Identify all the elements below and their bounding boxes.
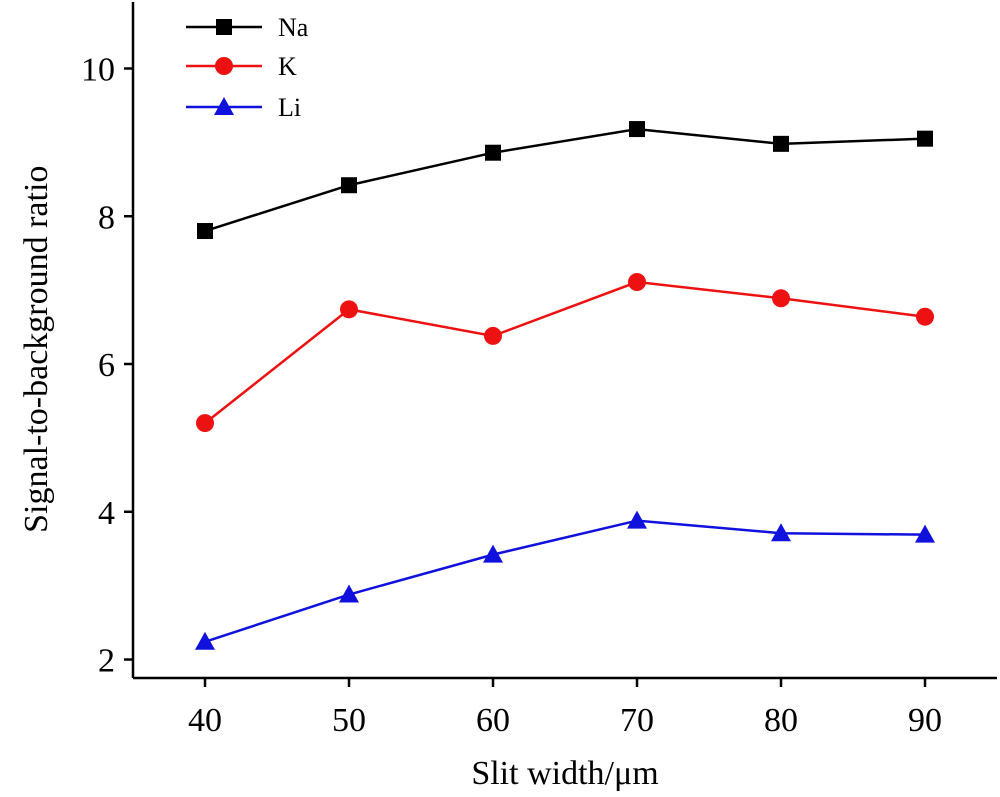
legend-marker-na	[216, 19, 232, 35]
y-tick-label: 4	[98, 495, 115, 532]
legend-item-na: Na	[186, 13, 309, 42]
y-tick-label: 8	[98, 199, 115, 236]
legend-label-li: Li	[278, 93, 301, 122]
data-point-na	[197, 223, 213, 240]
axes	[131, 2, 997, 680]
series-layer	[195, 121, 935, 650]
data-point-li	[195, 631, 215, 650]
y-tick-label: 6	[98, 347, 115, 384]
x-tick-label: 90	[908, 702, 942, 739]
data-point-na	[773, 135, 789, 152]
y-axis-label: Signal-to-background ratio	[18, 166, 55, 533]
data-point-k	[628, 273, 646, 292]
x-tick-label: 70	[620, 702, 654, 739]
data-point-na	[629, 121, 645, 138]
data-point-k	[484, 326, 502, 345]
data-point-k	[196, 414, 214, 433]
x-ticks: 40 50 60 70 80 90	[188, 678, 942, 739]
y-tick-label: 10	[81, 51, 115, 88]
data-point-na	[917, 130, 933, 147]
y-tick-label: 2	[98, 643, 115, 680]
series-k	[196, 273, 934, 433]
data-point-k	[916, 307, 934, 326]
series-line-li	[204, 519, 926, 643]
series-na	[197, 121, 933, 240]
legend-item-li: Li	[186, 93, 301, 122]
series-line-k	[204, 280, 926, 425]
legend-marker-k	[215, 57, 233, 75]
legend-item-k: K	[186, 52, 297, 81]
x-tick-label: 40	[188, 702, 222, 739]
x-tick-label: 60	[476, 702, 510, 739]
data-point-na	[341, 177, 357, 194]
x-tick-label: 50	[332, 702, 366, 739]
data-point-li	[483, 544, 503, 563]
x-tick-label: 80	[764, 702, 798, 739]
series-line-na	[204, 127, 926, 233]
legend: Na K Li	[186, 13, 309, 122]
data-point-li	[339, 584, 359, 603]
data-point-k	[340, 300, 358, 319]
x-axis-label: Slit width/μm	[471, 755, 658, 792]
data-point-li	[915, 524, 935, 543]
data-point-na	[485, 144, 501, 161]
legend-label-k: K	[278, 52, 297, 81]
legend-label-na: Na	[278, 13, 309, 42]
legend-marker-li	[214, 97, 234, 115]
data-point-k	[772, 289, 790, 308]
data-point-li	[771, 523, 791, 542]
data-point-li	[627, 510, 647, 529]
y-ticks: 2 4 6 8 10	[81, 51, 133, 680]
series-li	[195, 510, 935, 650]
